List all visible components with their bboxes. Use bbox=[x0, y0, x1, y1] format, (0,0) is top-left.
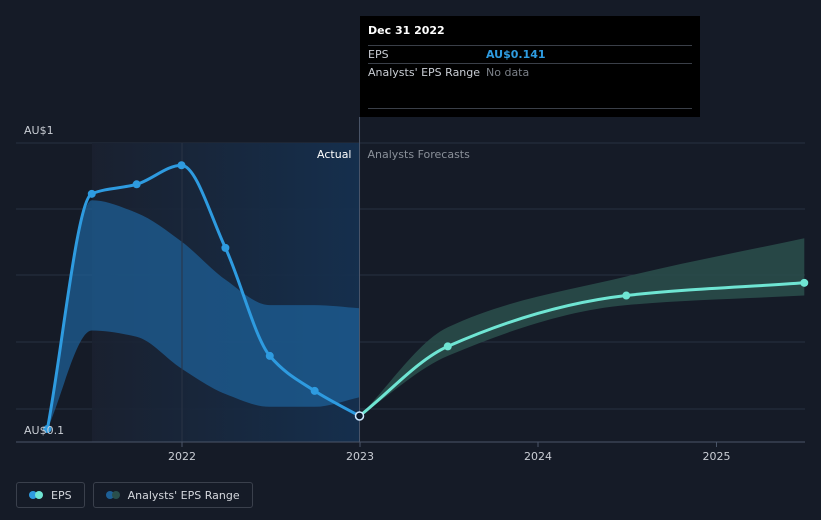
tooltip-range-label: Analysts' EPS Range bbox=[368, 66, 481, 79]
tooltip-range-row: Analysts' EPS Range No data bbox=[368, 64, 692, 81]
y-axis-top-label: AU$1 bbox=[24, 124, 54, 137]
legend-eps-range-label: Analysts' EPS Range bbox=[127, 488, 240, 502]
x-tick-label-2023: 2023 bbox=[346, 450, 374, 463]
tooltip-range-value: No data bbox=[486, 66, 530, 79]
eps-forecast-point-1[interactable] bbox=[443, 342, 452, 351]
tooltip-divider bbox=[368, 108, 692, 109]
eps-actual-point-1[interactable] bbox=[87, 189, 96, 198]
forecast-range-band bbox=[359, 238, 805, 416]
actual-range-band bbox=[47, 200, 360, 429]
x-tick-label-2025: 2025 bbox=[702, 450, 730, 463]
tooltip-eps-value: AU$0.141 bbox=[486, 48, 546, 61]
hover-tooltip: Dec 31 2022 EPS AU$0.141 Analysts' EPS R… bbox=[360, 16, 700, 117]
chart-legend: EPS Analysts' EPS Range bbox=[16, 482, 253, 508]
tooltip-eps-label: EPS bbox=[368, 48, 389, 61]
eps-forecast-points bbox=[443, 278, 809, 351]
eps-forecast-line bbox=[358, 281, 805, 418]
section-label-forecast: Analysts Forecasts bbox=[368, 148, 471, 161]
eps-actual-points bbox=[43, 161, 365, 433]
x-tick-label-2022: 2022 bbox=[168, 450, 196, 463]
y-axis-bottom-label: AU$0.1 bbox=[24, 424, 64, 437]
tooltip-date: Dec 31 2022 bbox=[368, 24, 692, 46]
eps-actual-point-5[interactable] bbox=[265, 351, 274, 360]
eps-actual-point-3[interactable] bbox=[177, 161, 186, 170]
eps-actual-point-2[interactable] bbox=[132, 180, 141, 189]
eps-legend-icon bbox=[29, 491, 43, 499]
eps-actual-point-4[interactable] bbox=[221, 243, 230, 252]
legend-eps-range[interactable]: Analysts' EPS Range bbox=[92, 482, 253, 508]
eps-actual-point-6[interactable] bbox=[310, 386, 319, 395]
legend-eps-label: EPS bbox=[51, 488, 72, 502]
x-tick-label-2024: 2024 bbox=[524, 450, 552, 463]
legend-eps[interactable]: EPS bbox=[16, 482, 85, 508]
eps-actual-point-0[interactable] bbox=[43, 425, 52, 433]
eps-forecast-point-2[interactable] bbox=[622, 291, 631, 300]
x-ticks: 2022 2023 2024 2025 bbox=[168, 442, 730, 463]
eps-forecast-point-3[interactable] bbox=[800, 278, 809, 287]
eps-actual-line bbox=[45, 163, 361, 430]
eps-range-legend-icon bbox=[105, 491, 120, 499]
tooltip-eps-row: EPS AU$0.141 bbox=[368, 46, 692, 64]
section-label-actual: Actual bbox=[317, 148, 351, 161]
eps-actual-point-7[interactable] bbox=[354, 411, 365, 421]
